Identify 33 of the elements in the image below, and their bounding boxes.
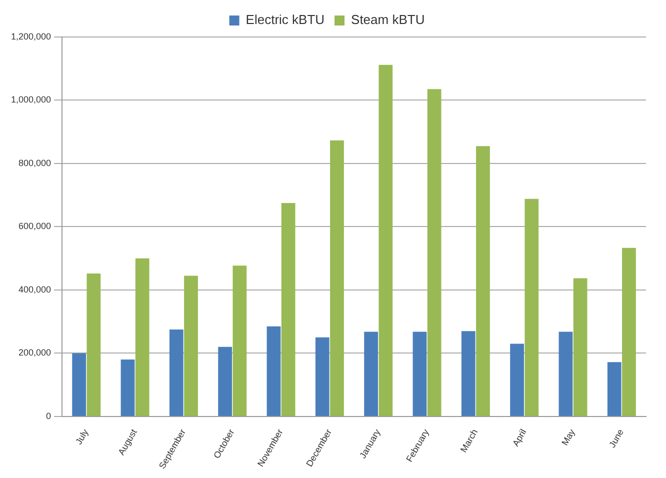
- bar: [72, 353, 86, 416]
- bar: [330, 140, 344, 416]
- bar: [315, 337, 330, 416]
- y-tick-label: 1,000,000: [10, 94, 52, 105]
- bar: [86, 274, 101, 416]
- bar: [476, 146, 490, 416]
- bar: [120, 360, 135, 416]
- bar: [135, 258, 150, 416]
- bar: [573, 278, 588, 416]
- bar: [378, 64, 393, 416]
- bar: [281, 203, 296, 416]
- bar: [461, 331, 476, 416]
- bar: [427, 89, 442, 416]
- bar: [412, 332, 427, 416]
- bar: [607, 362, 622, 416]
- bar: [266, 326, 281, 416]
- bar: [232, 266, 247, 416]
- y-tick-label: 600,000: [18, 221, 52, 232]
- bar: [524, 198, 539, 416]
- y-tick-label: 800,000: [18, 158, 52, 168]
- y-tick-label: 400,000: [18, 284, 52, 294]
- y-tick-label: 0: [46, 410, 52, 421]
- y-tick-label: 1,200,000: [10, 31, 52, 42]
- bar: [364, 332, 378, 416]
- bar: [218, 346, 232, 416]
- bar: [510, 344, 524, 416]
- bar: [169, 330, 184, 416]
- y-tick-label: 200,000: [18, 348, 52, 358]
- legend-label: Steam kBTU: [351, 12, 425, 28]
- bar: [622, 248, 636, 416]
- bar: [184, 276, 198, 416]
- legend-label: Electric kBTU: [246, 12, 325, 28]
- bar: [558, 332, 573, 416]
